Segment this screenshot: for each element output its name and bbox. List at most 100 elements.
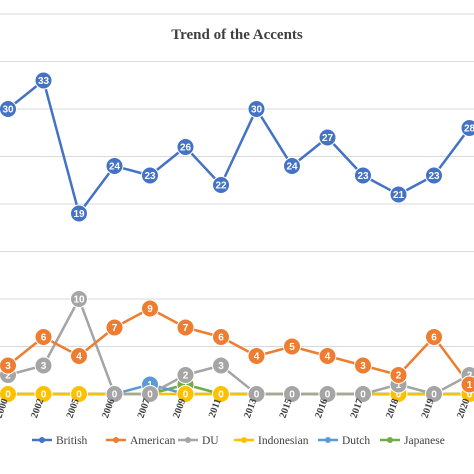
legend-marker-dutch (325, 437, 331, 443)
data-point-british (389, 185, 408, 204)
data-point-british (283, 157, 301, 175)
data-point-british (34, 71, 53, 90)
data-label-american: 7 (112, 323, 118, 334)
data-point-du (247, 385, 266, 403)
data-label-du: 0 (289, 390, 295, 401)
data-point-du (212, 356, 230, 375)
chart-title: Trend of the Accents (171, 27, 303, 43)
legend-marker-american (113, 437, 119, 443)
data-label-american: 6 (41, 333, 47, 344)
data-label-du: 1 (396, 380, 402, 391)
data-point-british (176, 138, 195, 156)
data-label-british: 30 (251, 105, 263, 116)
legend-entry-du: DU (178, 435, 219, 447)
data-label-du: 0 (147, 390, 153, 401)
legend-label-indonesian: Indonesian (258, 435, 309, 447)
data-label-american: 2 (396, 371, 402, 382)
data-point-du (34, 356, 53, 375)
legend-marker-japanese (387, 437, 393, 443)
data-label-indonesian: 0 (396, 390, 402, 401)
data-label-du: 10 (73, 295, 85, 306)
data-point-british (425, 166, 443, 185)
data-point-american (0, 356, 17, 375)
data-label-british: 26 (180, 143, 192, 154)
legend-entry-japanese: Japanese (380, 435, 445, 447)
data-point-british (247, 100, 266, 118)
data-point-du (425, 385, 443, 403)
data-point-american (247, 347, 266, 365)
legend-label-du: DU (202, 435, 219, 447)
legend-entry-dutch: Dutch (318, 435, 370, 447)
data-point-american (354, 356, 372, 375)
legend-label-dutch: Dutch (342, 435, 370, 447)
data-point-du (318, 385, 337, 403)
data-label-american: 9 (147, 304, 153, 315)
data-point-american (105, 318, 124, 337)
data-label-british: 21 (393, 190, 405, 201)
legend-marker-indonesian (241, 437, 247, 443)
data-label-american: 4 (325, 352, 331, 363)
data-label-british: 23 (428, 171, 440, 182)
data-label-du: 2 (5, 371, 11, 382)
data-label-british: 33 (38, 76, 50, 87)
data-label-du: 3 (41, 361, 47, 372)
data-point-du (70, 290, 88, 308)
data-point-british (354, 166, 372, 185)
legend-entry-british: British (32, 435, 88, 447)
data-label-indonesian: 0 (76, 390, 82, 401)
data-label-du: 0 (325, 390, 331, 401)
data-point-american (176, 318, 195, 337)
data-label-du: 0 (112, 390, 118, 401)
data-label-american: 5 (289, 342, 295, 353)
data-label-du: 0 (431, 390, 437, 401)
data-point-american (460, 375, 474, 394)
data-label-indonesian: 0 (218, 390, 224, 401)
legend-entry-indonesian: Indonesian (234, 435, 309, 447)
legend-entry-american: American (106, 435, 176, 447)
data-label-american: 4 (76, 352, 82, 363)
data-label-british: 23 (357, 171, 369, 182)
data-label-american: 3 (5, 361, 11, 372)
legend-label-japanese: Japanese (404, 435, 445, 447)
data-point-du (176, 366, 195, 384)
data-label-american: 3 (360, 361, 366, 372)
data-point-du (141, 385, 159, 403)
data-label-indonesian: 0 (41, 390, 47, 401)
data-label-british: 22 (215, 181, 227, 192)
data-label-american: 7 (183, 323, 189, 334)
x-tick-label: 2000 (0, 397, 11, 420)
data-point-american (141, 299, 159, 318)
data-point-du (105, 385, 124, 403)
data-label-british: 24 (109, 162, 121, 173)
data-point-american (34, 328, 53, 346)
data-point-british (105, 157, 124, 175)
data-label-du: 0 (360, 390, 366, 401)
data-point-du (354, 385, 372, 403)
legend-marker-british (39, 437, 45, 443)
data-label-american: 4 (254, 352, 260, 363)
legend-label-american: American (130, 435, 176, 447)
legend-marker-du (185, 437, 191, 443)
data-label-british: 30 (2, 105, 14, 116)
data-label-du: 0 (254, 390, 260, 401)
data-label-american: 6 (431, 333, 437, 344)
data-label-du: 2 (183, 371, 189, 382)
data-point-british (141, 166, 159, 185)
data-point-indonesian (212, 385, 230, 403)
data-point-indonesian (70, 385, 88, 403)
data-point-british (70, 204, 88, 223)
data-point-indonesian (176, 385, 195, 403)
data-point-american (425, 328, 443, 346)
data-point-du (283, 385, 301, 403)
data-point-indonesian (0, 385, 17, 403)
data-label-american: 1 (467, 380, 473, 391)
data-label-british: 19 (73, 209, 85, 220)
data-point-american (283, 337, 301, 356)
data-point-british (460, 119, 474, 137)
data-point-indonesian (34, 385, 53, 403)
data-label-british: 23 (144, 171, 156, 182)
data-point-american (389, 366, 408, 384)
data-point-american (318, 347, 337, 365)
